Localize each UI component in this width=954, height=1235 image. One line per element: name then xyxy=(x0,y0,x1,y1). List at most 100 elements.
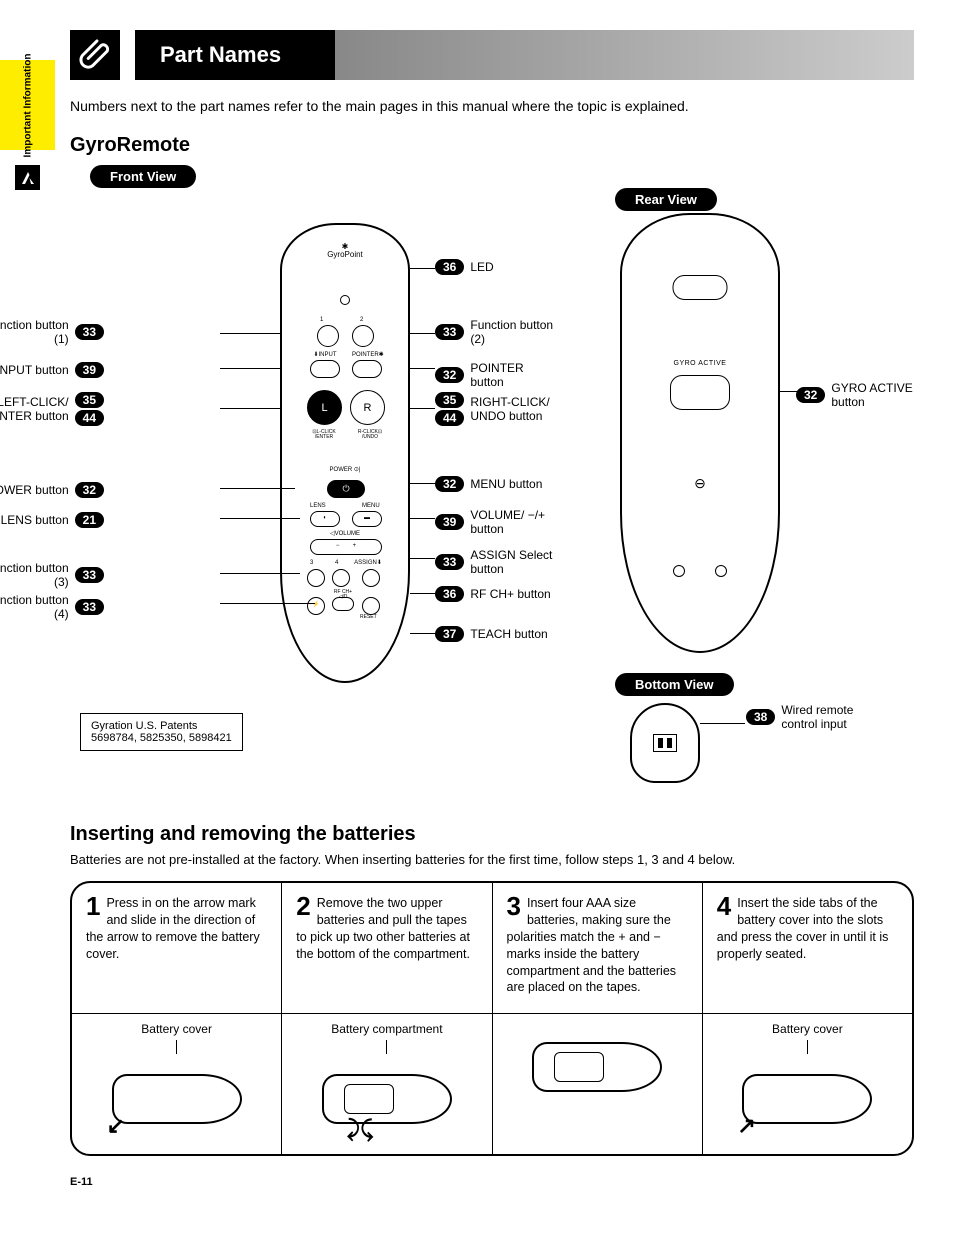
step-3: 3Insert four AAA size batteries, making … xyxy=(493,883,703,1013)
callout-teach-button: 37TEACH button xyxy=(435,625,560,643)
callout-menu-button: 32 MENU button xyxy=(435,475,560,493)
sidebar-nav-icon xyxy=(15,165,40,190)
step-number: 2 xyxy=(296,895,310,918)
page-title: Part Names xyxy=(135,30,335,80)
input-btn xyxy=(310,360,340,378)
remote-logo: ✱GyroPoint xyxy=(282,243,408,259)
func1-btn xyxy=(317,325,339,347)
callout-label: RIGHT-CLICK/ UNDO button xyxy=(470,395,560,424)
teach-btn: ⚡ xyxy=(307,597,325,615)
rear-view-pill: Rear View xyxy=(615,188,717,211)
remote-rear-diagram: GYRO ACTIVE ⊖ xyxy=(620,213,780,653)
callout-label: Function button (2) xyxy=(470,318,560,347)
step-number: 3 xyxy=(507,895,521,918)
page-ref: 36 xyxy=(435,259,464,275)
page-ref: 33 xyxy=(75,599,104,615)
step-2-image: Battery compartment ⤸⤹ xyxy=(282,1014,492,1154)
callout-label: ASSIGN Select button xyxy=(470,548,560,577)
callout-function-button-2-: 33 Function button (2) xyxy=(435,318,560,347)
callout-power-button: POWER button 32 xyxy=(0,481,104,499)
callout-label: MENU button xyxy=(470,477,560,491)
callout-label: LEFT-CLICK/ ENTER button xyxy=(0,395,69,424)
callout-left-click-enter-button: LEFT-CLICK/ ENTER button 35 44 xyxy=(0,391,104,427)
reset-btn xyxy=(362,597,380,615)
step-image-label: Battery cover xyxy=(772,1022,843,1036)
page-ref: 44 xyxy=(75,410,104,426)
step-text: Insert the side tabs of the battery cove… xyxy=(717,896,889,961)
step-1-image: Battery cover↙ xyxy=(72,1014,282,1154)
callout-label: Function button (4) xyxy=(0,593,69,622)
callout-function-button-3-: Function button (3)33 xyxy=(0,561,104,590)
menu-btn: ▬ xyxy=(352,511,382,527)
page-ref: 33 xyxy=(435,324,464,340)
callout-label: Wired remote control input xyxy=(781,703,881,732)
callout-function-button-4-: Function button (4) 33 xyxy=(0,593,104,622)
callout-label: INPUT button xyxy=(0,363,69,377)
battery-steps-box: 1Press in on the arrow mark and slide in… xyxy=(70,881,914,1156)
callout-label: LED xyxy=(470,260,560,274)
callout-function-button-1-: Function button (1) 33 xyxy=(0,318,104,347)
right-click-btn: R xyxy=(350,390,385,425)
callout-label: POINTER button xyxy=(470,361,560,390)
remote-bottom-diagram xyxy=(625,703,705,793)
callout-input-button: INPUT button 39 xyxy=(0,361,104,379)
func2-btn xyxy=(352,325,374,347)
step-image-label: Battery compartment xyxy=(331,1022,442,1036)
callout-led: 36 LED xyxy=(435,258,560,276)
func3-btn xyxy=(307,569,325,587)
page-ref: 35 xyxy=(75,392,104,408)
step-4-image: Battery cover ↗ xyxy=(703,1014,912,1154)
gyro-active-btn xyxy=(670,375,730,410)
led-indicator xyxy=(340,295,350,305)
patents-box: Gyration U.S. Patents 5698784, 5825350, … xyxy=(80,713,243,751)
step-text: Insert four AAA size batteries, making s… xyxy=(507,896,677,994)
step-text: Remove the two upper batteries and pull … xyxy=(296,896,470,961)
bottom-view-pill: Bottom View xyxy=(615,673,734,696)
mini-remote-illustration: ↗ xyxy=(737,1064,877,1134)
step-number: 4 xyxy=(717,895,731,918)
callout-label: TEACH button xyxy=(470,627,560,641)
callout-label: Function button (1) xyxy=(0,318,69,347)
page-ref: 35 xyxy=(435,392,464,408)
callout-volume-button: 39VOLUME/ −/+ button xyxy=(435,508,560,537)
mini-remote-illustration xyxy=(527,1032,667,1102)
step-image-label: Battery cover xyxy=(141,1022,212,1036)
sidebar-tab: Important Information xyxy=(0,60,55,150)
page-ref: 33 xyxy=(75,324,104,340)
batteries-subtext: Batteries are not pre-installed at the f… xyxy=(70,852,914,867)
wired-jack xyxy=(653,734,677,752)
assign-btn xyxy=(362,569,380,587)
step-3-image xyxy=(493,1014,703,1154)
callout-wired-remote: 38 Wired remote control input xyxy=(746,703,881,732)
func4-btn xyxy=(332,569,350,587)
page-ref: 44 xyxy=(435,410,464,426)
power-btn: ⏻ xyxy=(327,480,365,498)
gyroremote-heading: GyroRemote xyxy=(70,134,914,157)
callout-rf-ch-button: 36RF CH+ button xyxy=(435,585,560,603)
step-4: 4Insert the side tabs of the battery cov… xyxy=(703,883,912,1013)
volume-btn: − + xyxy=(310,539,382,555)
page-ref: 32 xyxy=(435,367,464,383)
mini-remote-illustration: ⤸⤹ xyxy=(317,1064,457,1134)
left-click-btn: L xyxy=(307,390,342,425)
page-ref: 32 xyxy=(435,476,464,492)
step-1: 1Press in on the arrow mark and slide in… xyxy=(72,883,282,1013)
page-ref: 38 xyxy=(746,709,775,725)
rear-contacts xyxy=(673,565,727,577)
header-paperclip-icon xyxy=(70,30,120,80)
callout-label: POWER button xyxy=(0,483,69,497)
page-ref: 32 xyxy=(796,387,825,403)
step-text: Press in on the arrow mark and slide in … xyxy=(86,896,260,961)
callout-gyro-active: 32 GYRO ACTIVE button xyxy=(796,381,931,410)
page-number: E-11 xyxy=(70,1176,914,1188)
remote-front-diagram: ✱GyroPoint 1 2 ⬇INPUT POINTER✱ L R ⊡L-CL… xyxy=(280,223,410,683)
callout-label: VOLUME/ −/+ button xyxy=(470,508,560,537)
intro-text: Numbers next to the part names refer to … xyxy=(70,98,914,114)
page-ref: 32 xyxy=(75,482,104,498)
step-2: 2Remove the two upper batteries and pull… xyxy=(282,883,492,1013)
rear-top-slot xyxy=(673,275,728,300)
page-ref: 39 xyxy=(75,362,104,378)
callout-right-click-undo-button: 35 44 RIGHT-CLICK/ UNDO button xyxy=(435,391,560,427)
sidebar-tab-text: Important Information xyxy=(22,53,33,157)
header-gradient xyxy=(335,30,914,80)
